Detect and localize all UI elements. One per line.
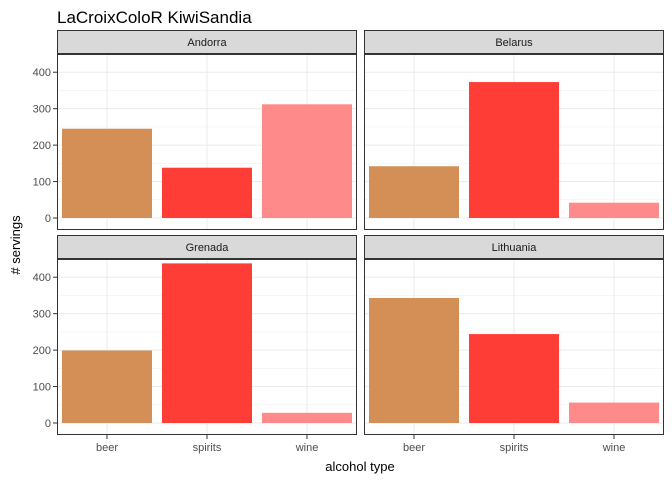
y-tick-label: 0 — [45, 418, 51, 430]
panel-border — [57, 259, 357, 435]
bar-belarus-spirits — [469, 82, 559, 218]
chart-title: LaCroixColoR KiwiSandia — [57, 8, 252, 27]
facet-panel-belarus: Belarus — [364, 30, 664, 230]
x-tick-label-wine: wine — [295, 442, 319, 454]
facet-strip — [364, 30, 664, 54]
y-tick-label: 100 — [33, 177, 51, 189]
panel-border — [364, 259, 664, 435]
y-tick-label: 400 — [33, 67, 51, 79]
x-tick-label-beer: beer — [96, 442, 118, 454]
panel-border — [57, 54, 357, 230]
y-tick-label: 400 — [33, 272, 51, 284]
bar-grenada-wine — [262, 412, 352, 423]
facet-strip — [364, 235, 664, 259]
y-axis-title: # servings — [8, 215, 23, 275]
x-tick-label-spirits: spirits — [500, 442, 529, 454]
y-tick-label: 100 — [33, 382, 51, 394]
bar-lithuania-wine — [569, 402, 659, 423]
panel-border — [364, 54, 664, 230]
bar-grenada-spirits — [162, 263, 252, 423]
facet-panel-lithuania: Lithuania beer spirits wine — [364, 235, 664, 454]
facet-strip-label: Belarus — [495, 37, 533, 49]
facet-strip-label: Lithuania — [492, 242, 538, 254]
bar-lithuania-beer — [369, 297, 459, 423]
bar-lithuania-spirits — [469, 334, 559, 423]
y-tick-label: 300 — [33, 309, 51, 321]
bar-andorra-beer — [62, 128, 152, 218]
x-tick-label-beer: beer — [403, 442, 425, 454]
bar-andorra-wine — [262, 104, 352, 218]
facet-panel-andorra: Andorra 0 100 200 300 400 — [33, 30, 357, 230]
facet-strip — [57, 235, 357, 259]
facet-strip — [57, 30, 357, 54]
y-tick-label: 300 — [33, 104, 51, 116]
bar-grenada-beer — [62, 350, 152, 423]
x-tick-label-spirits: spirits — [193, 442, 222, 454]
y-tick-label: 200 — [33, 140, 51, 152]
bar-belarus-beer — [369, 166, 459, 218]
facet-panel-grenada: Grenada 0 100 200 300 400 beer spirits wine — [33, 235, 357, 454]
x-tick-label-wine: wine — [602, 442, 626, 454]
y-tick-label: 200 — [33, 345, 51, 357]
y-tick-label: 0 — [45, 213, 51, 225]
bar-belarus-wine — [569, 202, 659, 218]
facet-strip-label: Andorra — [187, 37, 227, 49]
bar-andorra-spirits — [162, 167, 252, 218]
facet-strip-label: Grenada — [186, 242, 230, 254]
x-axis-title: alcohol type — [325, 459, 394, 474]
